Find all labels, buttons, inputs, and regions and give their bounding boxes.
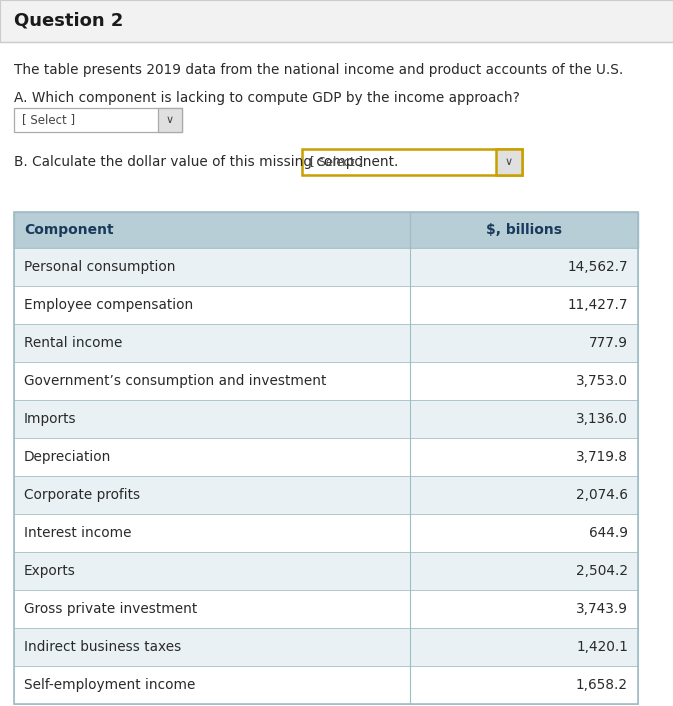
Text: Personal consumption: Personal consumption bbox=[24, 260, 176, 274]
Text: $, billions: $, billions bbox=[486, 223, 562, 237]
Text: Depreciation: Depreciation bbox=[24, 450, 111, 464]
Text: Exports: Exports bbox=[24, 564, 76, 578]
Text: Indirect business taxes: Indirect business taxes bbox=[24, 640, 181, 654]
Text: Rental income: Rental income bbox=[24, 336, 122, 350]
Text: [ Select ]: [ Select ] bbox=[310, 155, 363, 169]
Text: 3,753.0: 3,753.0 bbox=[576, 374, 628, 388]
Text: 1,420.1: 1,420.1 bbox=[576, 640, 628, 654]
Text: A. Which component is lacking to compute GDP by the income approach?: A. Which component is lacking to compute… bbox=[14, 91, 520, 105]
FancyBboxPatch shape bbox=[14, 552, 638, 590]
Text: 3,136.0: 3,136.0 bbox=[576, 412, 628, 426]
FancyBboxPatch shape bbox=[0, 0, 673, 42]
FancyBboxPatch shape bbox=[14, 362, 638, 400]
Text: Employee compensation: Employee compensation bbox=[24, 298, 193, 312]
FancyBboxPatch shape bbox=[14, 590, 638, 628]
FancyBboxPatch shape bbox=[14, 666, 638, 704]
Text: Interest income: Interest income bbox=[24, 526, 131, 540]
FancyBboxPatch shape bbox=[14, 324, 638, 362]
FancyBboxPatch shape bbox=[302, 149, 522, 175]
Text: Imports: Imports bbox=[24, 412, 77, 426]
FancyBboxPatch shape bbox=[158, 108, 182, 132]
Text: 777.9: 777.9 bbox=[589, 336, 628, 350]
Text: [ Select ]: [ Select ] bbox=[22, 114, 75, 126]
Text: The table presents 2019 data from the national income and product accounts of th: The table presents 2019 data from the na… bbox=[14, 63, 623, 77]
Text: 1,658.2: 1,658.2 bbox=[576, 678, 628, 692]
Text: B. Calculate the dollar value of this missing component.: B. Calculate the dollar value of this mi… bbox=[14, 155, 398, 169]
Text: 2,074.6: 2,074.6 bbox=[576, 488, 628, 502]
FancyBboxPatch shape bbox=[14, 212, 638, 248]
FancyBboxPatch shape bbox=[14, 628, 638, 666]
Text: 3,719.8: 3,719.8 bbox=[576, 450, 628, 464]
Text: Question 2: Question 2 bbox=[14, 12, 123, 30]
FancyBboxPatch shape bbox=[14, 400, 638, 438]
Text: Self-employment income: Self-employment income bbox=[24, 678, 195, 692]
Text: ∨: ∨ bbox=[505, 157, 513, 167]
FancyBboxPatch shape bbox=[14, 108, 182, 132]
Text: Corporate profits: Corporate profits bbox=[24, 488, 140, 502]
Text: Government’s consumption and investment: Government’s consumption and investment bbox=[24, 374, 326, 388]
FancyBboxPatch shape bbox=[496, 149, 522, 175]
FancyBboxPatch shape bbox=[14, 476, 638, 514]
Text: 3,743.9: 3,743.9 bbox=[576, 602, 628, 616]
Text: Component: Component bbox=[24, 223, 114, 237]
FancyBboxPatch shape bbox=[14, 514, 638, 552]
Text: ∨: ∨ bbox=[166, 115, 174, 125]
Text: 11,427.7: 11,427.7 bbox=[567, 298, 628, 312]
Text: 2,504.2: 2,504.2 bbox=[576, 564, 628, 578]
FancyBboxPatch shape bbox=[14, 286, 638, 324]
Text: Gross private investment: Gross private investment bbox=[24, 602, 197, 616]
FancyBboxPatch shape bbox=[14, 248, 638, 286]
FancyBboxPatch shape bbox=[14, 438, 638, 476]
Text: 14,562.7: 14,562.7 bbox=[567, 260, 628, 274]
Text: 644.9: 644.9 bbox=[589, 526, 628, 540]
